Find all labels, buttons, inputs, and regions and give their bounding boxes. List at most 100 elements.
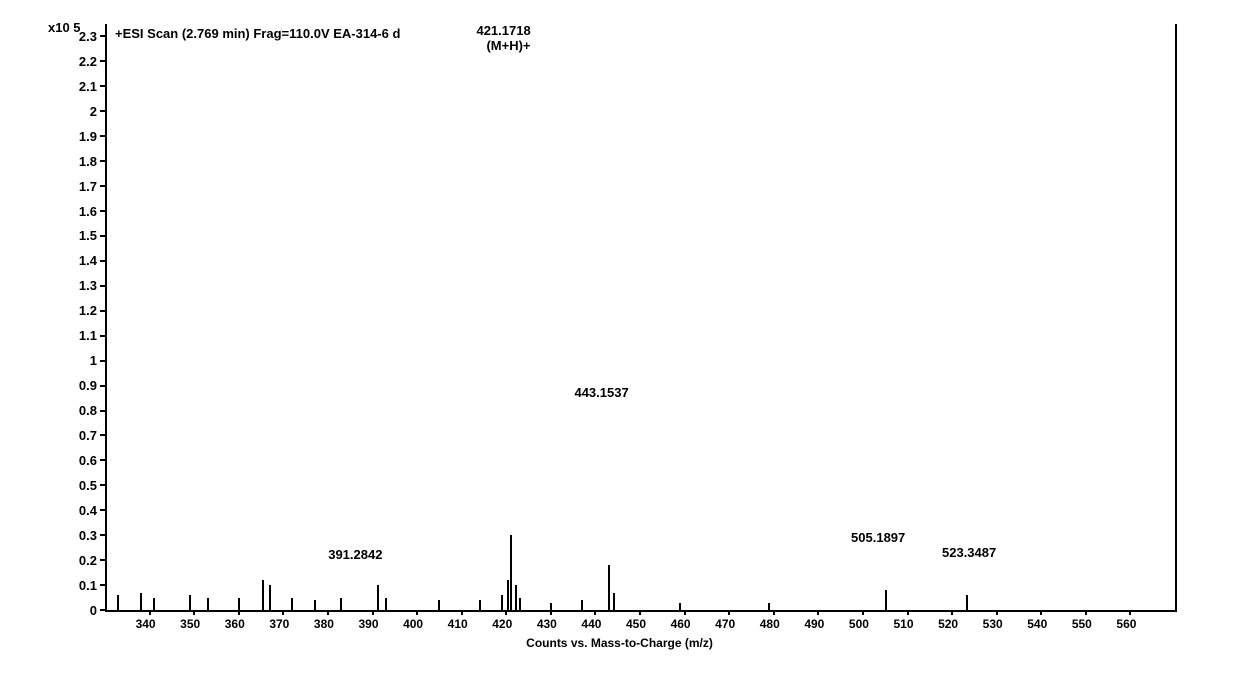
y-tick: [100, 559, 105, 561]
spectrum-peak: [679, 603, 681, 610]
x-tick-label: 380: [314, 617, 334, 631]
x-tick-label: 490: [804, 617, 824, 631]
peak-label: 523.3487: [942, 545, 996, 560]
x-tick-label: 540: [1027, 617, 1047, 631]
x-tick: [327, 610, 329, 615]
x-tick-label: 470: [715, 617, 735, 631]
spectrum-peak: [519, 598, 521, 610]
y-tick: [100, 135, 105, 137]
spectrum-peak: [608, 565, 610, 610]
x-tick-label: 410: [448, 617, 468, 631]
y-tick: [100, 534, 105, 536]
x-tick: [193, 610, 195, 615]
spectrum-peak: [140, 593, 142, 610]
y-tick: [100, 60, 105, 62]
y-tick-label: 0.5: [79, 478, 97, 493]
spectrum-peak: [966, 595, 968, 610]
y-tick-label: 2: [90, 104, 97, 119]
y-tick-label: 0.6: [79, 453, 97, 468]
x-tick: [416, 610, 418, 615]
x-tick-label: 530: [983, 617, 1003, 631]
x-tick: [817, 610, 819, 615]
x-axis-label: Counts vs. Mass-to-Charge (m/z): [0, 636, 1239, 650]
peak-label: 505.1897: [851, 530, 905, 545]
x-tick-label: 550: [1072, 617, 1092, 631]
spectrum-peak: [501, 595, 503, 610]
spectrum-peak: [262, 580, 264, 610]
y-tick-label: 1.9: [79, 129, 97, 144]
peak-label: 421.1718: [476, 23, 530, 38]
spectrum-peak: [515, 585, 517, 610]
y-tick-label: 1.4: [79, 253, 97, 268]
x-tick: [684, 610, 686, 615]
y-tick-label: 1.2: [79, 303, 97, 318]
x-tick: [282, 610, 284, 615]
scan-title: +ESI Scan (2.769 min) Frag=110.0V EA-314…: [115, 26, 400, 41]
y-tick-label: 2.2: [79, 54, 97, 69]
y-tick: [100, 410, 105, 412]
y-tick: [100, 584, 105, 586]
y-tick: [100, 285, 105, 287]
y-tick-label: 1.1: [79, 328, 97, 343]
right-axis-line: [1175, 24, 1177, 612]
y-tick-label: 0.7: [79, 428, 97, 443]
y-axis-line: [105, 24, 107, 612]
x-tick: [639, 610, 641, 615]
spectrum-peak: [613, 593, 615, 610]
y-tick: [100, 235, 105, 237]
spectrum-peak: [207, 598, 209, 610]
x-tick: [951, 610, 953, 615]
y-tick-label: 0.3: [79, 528, 97, 543]
y-tick-label: 0.8: [79, 403, 97, 418]
y-tick-label: 0.4: [79, 503, 97, 518]
spectrum-peak: [581, 600, 583, 610]
y-tick-label: 0.1: [79, 578, 97, 593]
y-tick-label: 1: [90, 353, 97, 368]
x-tick-label: 340: [136, 617, 156, 631]
x-tick-label: 350: [180, 617, 200, 631]
y-tick-label: 1.3: [79, 278, 97, 293]
y-tick: [100, 609, 105, 611]
peak-label: 391.2842: [328, 547, 382, 562]
y-tick-label: 0: [90, 603, 97, 618]
x-tick-label: 520: [938, 617, 958, 631]
x-tick-label: 460: [671, 617, 691, 631]
x-tick-label: 400: [403, 617, 423, 631]
x-tick: [505, 610, 507, 615]
y-tick: [100, 310, 105, 312]
y-tick-label: 1.5: [79, 228, 97, 243]
y-tick: [100, 210, 105, 212]
x-tick-label: 430: [537, 617, 557, 631]
x-tick: [149, 610, 151, 615]
x-tick-label: 360: [225, 617, 245, 631]
x-tick-label: 480: [760, 617, 780, 631]
y-exponent-label: x10 5: [48, 20, 81, 35]
spectrum-peak: [479, 600, 481, 610]
x-tick: [550, 610, 552, 615]
spectrum-peak: [314, 600, 316, 610]
y-tick: [100, 360, 105, 362]
spectrum-peak: [510, 535, 512, 610]
y-tick: [100, 385, 105, 387]
x-tick: [1129, 610, 1131, 615]
x-tick-label: 560: [1116, 617, 1136, 631]
y-tick: [100, 185, 105, 187]
x-tick-label: 370: [269, 617, 289, 631]
y-tick-label: 1.6: [79, 204, 97, 219]
spectrum-peak: [885, 590, 887, 610]
x-tick: [773, 610, 775, 615]
spectrum-peak: [153, 598, 155, 610]
y-tick-label: 1.8: [79, 154, 97, 169]
y-tick: [100, 160, 105, 162]
y-tick: [100, 509, 105, 511]
x-tick-label: 390: [359, 617, 379, 631]
spectrum-peak: [117, 595, 119, 610]
spectrum-peak: [238, 598, 240, 610]
x-tick: [594, 610, 596, 615]
spectrum-peak: [768, 603, 770, 610]
x-tick: [1085, 610, 1087, 615]
y-tick-label: 1.7: [79, 179, 97, 194]
spectrum-peak: [385, 598, 387, 610]
y-tick-label: 2.3: [79, 29, 97, 44]
y-tick: [100, 110, 105, 112]
